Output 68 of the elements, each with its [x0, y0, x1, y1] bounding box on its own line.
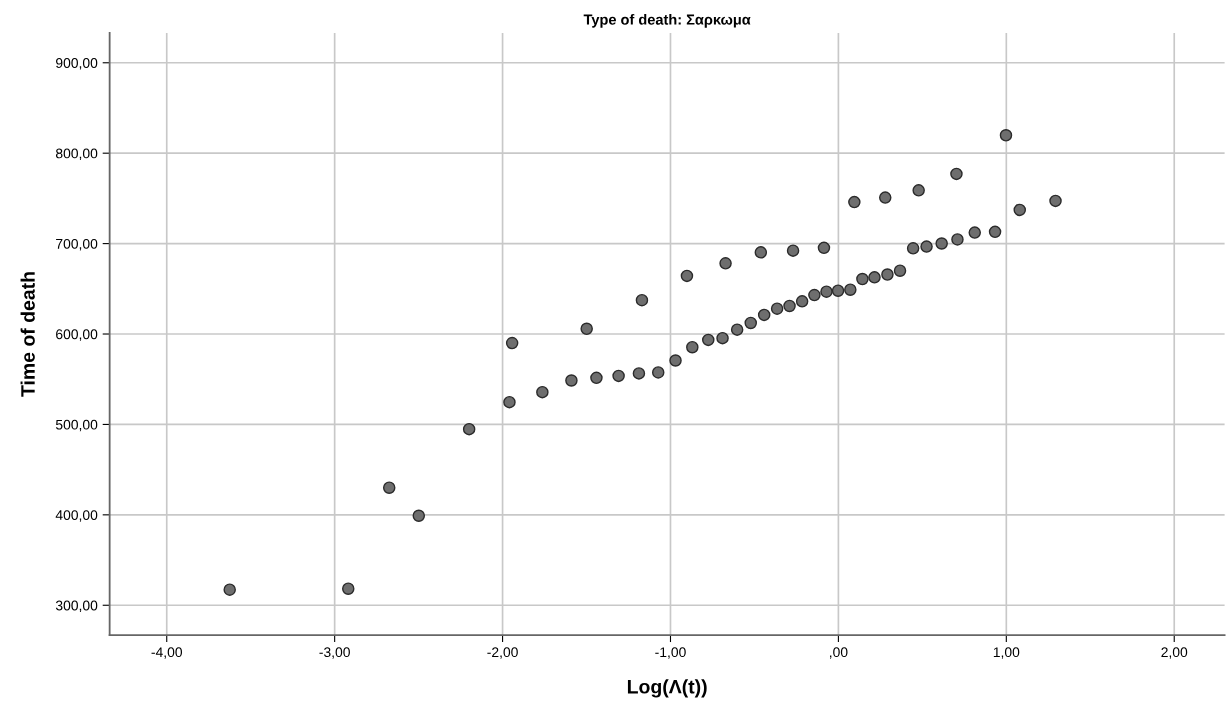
x-tick-label: 2,00 [1161, 647, 1188, 659]
point [912, 184, 925, 197]
point [878, 191, 892, 204]
point [651, 366, 665, 379]
chart-title: Type of death: Σαρκωμα [583, 14, 751, 28]
point [999, 129, 1013, 142]
x-tick-label: ,00 [830, 647, 848, 659]
point [412, 509, 426, 522]
point [505, 336, 519, 350]
point [935, 237, 948, 250]
y-tick-label: 700,00 [56, 238, 98, 251]
point [817, 241, 831, 255]
point [906, 242, 920, 255]
point [223, 583, 236, 596]
y-tick-label: 900,00 [56, 58, 98, 70]
x-tick-label: -1,00 [655, 647, 686, 659]
x-tick-label: -2,00 [487, 647, 518, 659]
point [580, 322, 593, 336]
point [786, 244, 800, 257]
y-tick-label: 300,00 [55, 600, 98, 613]
point [1013, 203, 1027, 217]
point [856, 272, 869, 286]
x-tick-label: -3,00 [319, 647, 350, 659]
point [783, 299, 796, 313]
point [719, 257, 732, 270]
x-axis-title: Log(Λ(t)) [627, 679, 707, 698]
point [612, 369, 625, 383]
point [503, 395, 516, 409]
point [951, 233, 964, 246]
point [536, 385, 549, 399]
point [632, 367, 646, 380]
y-tick-label: 600,00 [56, 329, 98, 341]
point [669, 354, 682, 367]
x-tick-label: -4,00 [151, 647, 183, 659]
point [744, 316, 758, 330]
point [770, 302, 784, 315]
point [795, 295, 809, 308]
point [590, 371, 603, 385]
point [881, 268, 894, 281]
point [831, 284, 845, 297]
point [730, 323, 744, 336]
point [702, 333, 715, 347]
point [1049, 194, 1062, 208]
point [920, 240, 933, 253]
point [462, 422, 476, 436]
point [342, 582, 355, 595]
point [968, 226, 982, 239]
x-tick-label: 1,00 [993, 647, 1020, 659]
point [686, 340, 699, 354]
point [868, 271, 881, 284]
point [808, 288, 821, 302]
y-axis-title: Time of death [20, 272, 35, 397]
y-tick-label: 500,00 [55, 419, 98, 432]
point [754, 246, 768, 259]
point [382, 481, 396, 494]
point [950, 167, 963, 181]
point [893, 264, 907, 277]
point [716, 331, 729, 345]
point [848, 195, 861, 209]
point [988, 225, 1002, 239]
point [820, 285, 833, 298]
y-tick-label: 800,00 [55, 148, 98, 160]
y-tick-label: 400,00 [55, 510, 98, 522]
point [635, 293, 649, 307]
point [565, 374, 578, 387]
point [844, 283, 857, 296]
point [757, 308, 771, 322]
point [680, 269, 694, 283]
